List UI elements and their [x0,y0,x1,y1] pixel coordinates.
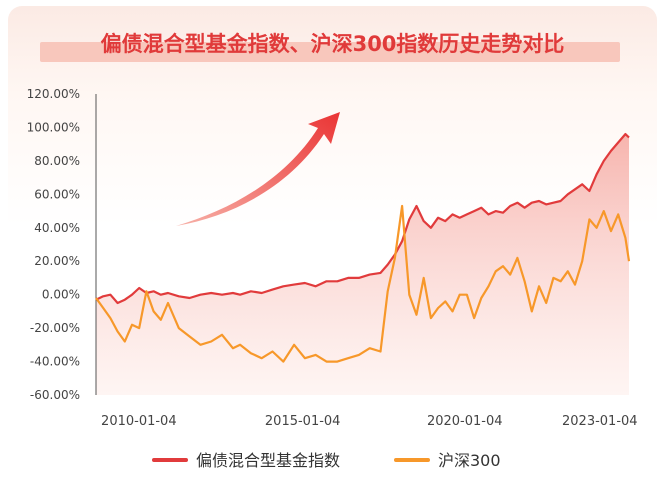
y-tick-label: 80.00% [34,154,80,168]
y-tick-label: 20.00% [34,254,80,268]
y-tick-label: 120.00% [27,87,80,101]
legend-label-fund-index: 偏债混合型基金指数 [196,451,340,470]
y-tick-label: 40.00% [34,221,80,235]
series-line-fund-index [95,133,630,305]
y-tick-label: 100.00% [27,120,80,134]
x-tick-label: 2020-01-04 [427,414,503,429]
legend-label-csi300: 沪深300 [438,451,501,470]
trend-arrow-icon [176,112,340,226]
series-area-fund-index [96,134,629,395]
y-tick-label: -60.00% [30,388,80,402]
series-line-csi300 [95,204,631,363]
x-tick-label: 2015-01-04 [265,414,341,429]
chart-title: 偏债混合型基金指数、沪深300指数历史走势对比 [100,32,565,56]
y-tick-label: 60.00% [34,187,80,201]
title-highlight-band [40,42,620,62]
y-tick-label: -40.00% [30,355,80,369]
y-tick-label: 0.00% [42,288,80,302]
y-tick-label: -20.00% [30,321,80,335]
x-tick-label: 2010-01-04 [101,414,177,429]
x-tick-label: 2023-01-04 [562,414,638,429]
